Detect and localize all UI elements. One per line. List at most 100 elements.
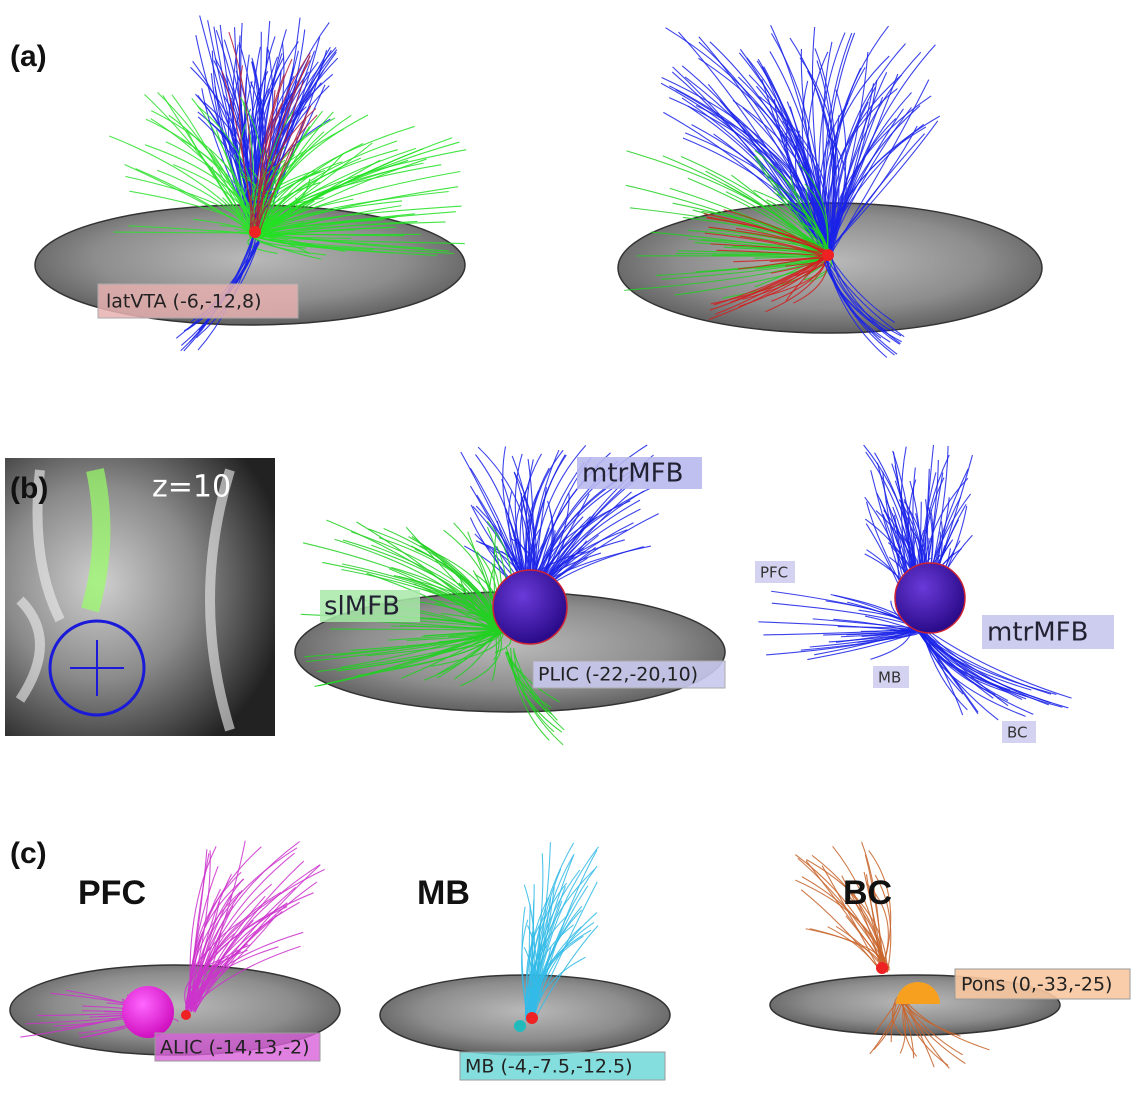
fiber [746,57,830,258]
fiber [527,886,555,1019]
fiber [523,884,536,1016]
fiber [831,258,895,323]
label-box [577,457,702,489]
label-box [954,968,1131,1000]
region-label: MB [878,669,901,687]
roi-sphere [492,569,568,645]
fiber [869,1000,902,1055]
label-box [532,660,726,689]
fiber [221,70,255,238]
fiber [826,260,905,338]
fiber [921,627,1009,707]
fiber [253,213,415,233]
fibers [20,15,1072,1069]
fiber [723,209,827,256]
fiber [857,632,921,643]
fiber [916,628,1011,691]
panel-label: (b) [10,472,48,505]
fiber [891,998,904,1036]
fiber [766,256,826,297]
fiber [890,1002,898,1043]
fiber [755,155,827,253]
fiber [257,89,276,236]
fiber [874,874,892,973]
fiber [708,226,830,254]
fiber [430,629,504,667]
fiber [710,243,826,255]
tract-label: mtrMFB [582,459,683,489]
fiber [737,254,827,270]
fiber [846,629,916,636]
label-box [154,1032,321,1062]
fiber [870,630,912,660]
fiber [529,884,535,1018]
fiber [405,526,504,633]
fiber [901,997,963,1056]
tract-label: slMFB [324,592,400,622]
fiber [510,647,550,741]
fiber [661,76,829,257]
label-box [982,615,1114,649]
fiber [185,849,208,1008]
fiber [672,66,825,258]
label-box [97,283,299,319]
fiber [436,632,502,676]
fiber [812,618,919,630]
fiber [507,652,563,733]
roi-label: latVTA (-6,-12,8) [106,291,262,313]
fiber [826,258,882,339]
fiber [807,631,920,661]
fiber [190,860,305,1009]
tract-overlay [81,468,111,613]
fiber [334,631,504,657]
fiber [192,873,232,1008]
fiber [829,118,897,253]
roi-label: ALIC (-14,13,-2) [160,1037,310,1059]
fiber [811,854,888,969]
roi-dot [514,1020,526,1032]
roi-sphere [894,562,966,634]
fiber [194,864,321,1010]
fiber [531,881,598,1018]
fiber [821,865,882,973]
fiber [709,41,828,253]
fiber [755,85,824,254]
panel-label: (c) [10,837,47,870]
fiber [814,629,919,656]
fiber [124,163,260,235]
fiber [366,572,499,633]
roi-cross [70,640,124,696]
labels: (a) latVTA (-6,-12,8) (b) z=10 mtrMFB sl… [10,40,1131,1081]
fiber [513,650,547,712]
fiber [873,1001,903,1051]
fiber [350,531,504,630]
axial-slice [5,458,275,736]
fiber [716,249,827,257]
label-box [320,590,420,622]
fiber [824,92,912,255]
fiber [918,629,1032,691]
fiber [188,853,210,1009]
fiber [669,85,830,258]
fiber [255,149,467,236]
fiber [827,133,926,254]
fiber [242,101,255,236]
roi-sphere [122,986,174,1038]
fiber [410,545,501,634]
fiber [406,631,498,642]
roi-dot [181,1010,191,1020]
fiber [436,628,502,679]
roi-dot [876,962,888,974]
fiber [786,101,829,258]
fiber [252,234,465,245]
fiber [257,205,402,236]
fiber [186,906,288,1013]
fiber [827,79,878,255]
fiber [391,566,501,633]
fiber [770,33,824,253]
roi-label: PLIC (-22,-20,10) [538,664,698,686]
fiber [829,83,875,256]
fiber [924,627,1072,699]
fiber [258,125,415,235]
